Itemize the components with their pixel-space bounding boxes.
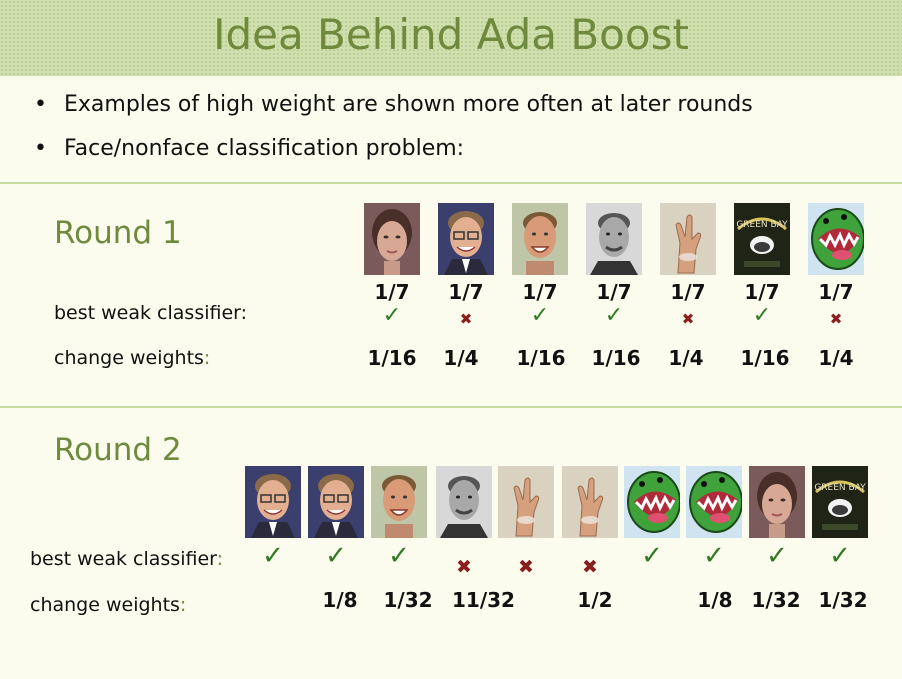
check-icon: ✓	[262, 541, 284, 571]
round-1-heading: Round 1	[54, 215, 182, 251]
round-2-new-weight: 1/32	[383, 588, 433, 612]
round-1-classifier-label: best weak classifier:	[54, 302, 248, 324]
check-icon: ✓	[766, 541, 788, 571]
check-icon: ✓	[703, 541, 725, 571]
round-1-new-weight: 1/16	[740, 346, 790, 370]
divider	[0, 406, 902, 408]
round-1-weight: 1/7	[744, 280, 780, 304]
change-label-colon: :	[179, 594, 187, 616]
classifier-label-text: best weak classifier	[30, 548, 217, 570]
check-icon: ✓	[325, 541, 347, 571]
classifier-label-colon: :	[216, 548, 224, 570]
check-icon: ✓	[829, 541, 851, 571]
cross-icon: ✖	[459, 310, 473, 328]
change-label-colon: :	[203, 347, 211, 369]
check-icon: ✓	[604, 303, 624, 328]
round-1-new-weight: 1/16	[591, 346, 641, 370]
slide-title: Idea Behind Ada Boost	[213, 10, 689, 59]
brett-favre-icon	[371, 466, 427, 538]
round-2-new-weight: 1/8	[322, 588, 358, 612]
round-1-change-label: change weights:	[54, 347, 210, 369]
bullet-dot: •	[34, 136, 47, 161]
change-label-text: change weights	[30, 594, 180, 616]
round-1-new-weight: 1/4	[668, 346, 704, 370]
gray-man-icon	[586, 203, 642, 275]
bill-gates-icon	[245, 466, 301, 538]
gray-man-icon	[436, 466, 492, 538]
round-1-new-weight: 1/4	[443, 346, 479, 370]
round-2-new-weight: 1/8	[697, 588, 733, 612]
divider	[0, 182, 902, 184]
green-monster-icon	[624, 466, 680, 538]
bullet-text: Face/nonface classification problem:	[64, 136, 465, 161]
round-2-new-weight: 1/32	[751, 588, 801, 612]
check-icon: ✓	[641, 541, 663, 571]
cross-icon: ✖	[829, 310, 843, 328]
round-2-new-weight: 11/32	[452, 588, 515, 612]
round-2-change-label: change weights:	[30, 594, 186, 616]
green-monster-icon	[686, 466, 742, 538]
woman-face-icon	[364, 203, 420, 275]
round-2-new-weight: 1/32	[818, 588, 868, 612]
packers-logo-icon: GREEN BAY	[812, 466, 868, 538]
svg-text:GREEN BAY: GREEN BAY	[814, 483, 866, 493]
hand-icon	[498, 466, 554, 538]
bullet-item-1: • Examples of high weight are shown more …	[34, 92, 753, 117]
hand-icon	[562, 466, 618, 538]
round-2-new-weight: 1/2	[577, 588, 613, 612]
woman-face-icon	[749, 466, 805, 538]
cross-icon: ✖	[582, 556, 598, 578]
brett-favre-icon	[512, 203, 568, 275]
packers-logo-icon: GREEN BAY	[734, 203, 790, 275]
round-1-new-weight: 1/16	[367, 346, 417, 370]
round-1-weight: 1/7	[670, 280, 706, 304]
round-1-weight: 1/7	[522, 280, 558, 304]
check-icon: ✓	[530, 303, 550, 328]
change-label-text: change weights	[54, 347, 204, 369]
title-banner	[0, 0, 902, 76]
check-icon: ✓	[382, 303, 402, 328]
check-icon: ✓	[752, 303, 772, 328]
hand-icon	[660, 203, 716, 275]
check-icon: ✓	[388, 541, 410, 571]
cross-icon: ✖	[518, 556, 534, 578]
bullet-item-2: • Face/nonface classification problem:	[34, 136, 464, 161]
bill-gates-icon	[438, 203, 494, 275]
round-2-heading: Round 2	[54, 432, 182, 468]
round-1-new-weight: 1/4	[818, 346, 854, 370]
svg-text:GREEN BAY: GREEN BAY	[736, 220, 788, 230]
round-1-weight: 1/7	[818, 280, 854, 304]
round-1-weight: 1/7	[374, 280, 410, 304]
round-1-weight: 1/7	[596, 280, 632, 304]
cross-icon: ✖	[456, 556, 472, 578]
bill-gates-icon	[308, 466, 364, 538]
round-1-new-weight: 1/16	[516, 346, 566, 370]
cross-icon: ✖	[681, 310, 695, 328]
green-monster-icon	[808, 203, 864, 275]
bullet-dot: •	[34, 92, 47, 117]
round-2-classifier-label: best weak classifier:	[30, 548, 223, 570]
bullet-text: Examples of high weight are shown more o…	[64, 92, 753, 117]
round-1-weight: 1/7	[448, 280, 484, 304]
